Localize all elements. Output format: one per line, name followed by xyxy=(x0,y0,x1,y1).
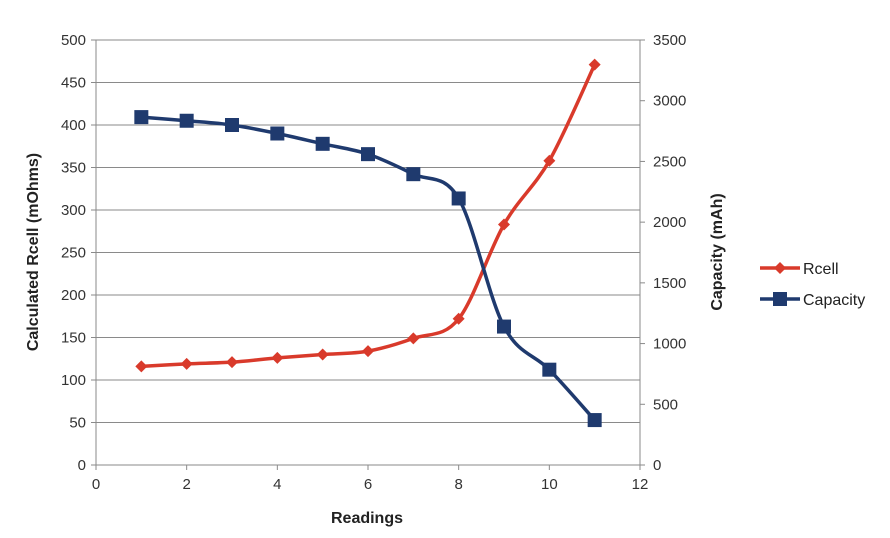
y-tick-label: 250 xyxy=(61,245,86,262)
rcell-data-point xyxy=(316,348,329,361)
capacity-data-point xyxy=(361,147,375,162)
y2-tick-label: 3500 xyxy=(653,32,686,49)
rcell-data-point xyxy=(588,58,601,71)
x-axis-title: Readings xyxy=(331,510,403,527)
capacity-data-point xyxy=(406,167,421,182)
series-layer xyxy=(134,58,602,428)
x-tick-label: 6 xyxy=(364,476,372,493)
rcell-data-point xyxy=(180,357,193,370)
capacity-data-point xyxy=(225,118,239,132)
capacity-data-point xyxy=(587,413,602,428)
y-tick-label: 200 xyxy=(61,287,86,304)
y2-tick-label: 500 xyxy=(653,396,678,413)
y-axis-title: Calculated Rcell (mOhms) xyxy=(25,153,42,351)
x-tick-label: 10 xyxy=(541,476,558,493)
x-axis-tick-labels: 0 2 4 6 8 10 12 xyxy=(92,476,649,493)
y2-axis-tick-labels: 0 500 1000 1500 2000 2500 3000 3500 xyxy=(653,32,686,474)
capacity-data-point xyxy=(134,110,149,125)
legend: Rcell Capacity xyxy=(760,261,865,309)
capacity-data-point xyxy=(497,319,511,334)
y2-tick-label: 2000 xyxy=(653,214,686,231)
capacity-data-point xyxy=(315,136,330,151)
capacity-data-point xyxy=(179,113,194,128)
rcell-data-point xyxy=(226,356,238,369)
y-tick-label: 500 xyxy=(61,32,86,49)
legend-marker-rcell xyxy=(774,262,786,274)
rcell-data-point xyxy=(135,360,148,373)
x-tick-label: 0 xyxy=(92,476,100,493)
capacity-series-line xyxy=(141,115,596,422)
x-tick-label: 8 xyxy=(454,476,462,493)
y2-tick-label: 0 xyxy=(653,457,661,474)
y2-tick-label: 1500 xyxy=(653,275,686,292)
y2-axis-title: Capacity (mAh) xyxy=(709,193,726,310)
x-tick-label: 2 xyxy=(182,476,190,493)
capacity-data-point xyxy=(451,191,466,206)
legend-label-capacity: Capacity xyxy=(803,292,865,309)
x-tick-label: 4 xyxy=(273,476,281,493)
legend-label-rcell: Rcell xyxy=(803,261,839,278)
axes xyxy=(91,39,645,470)
rcell-data-point xyxy=(407,332,420,345)
y2-tick-label: 1000 xyxy=(653,336,686,353)
y-tick-label: 300 xyxy=(61,202,86,219)
y-tick-label: 0 xyxy=(78,457,86,474)
rcell-series-line xyxy=(141,63,597,369)
y-tick-label: 350 xyxy=(61,160,86,177)
y-axis-tick-labels: 0 50 100 150 200 250 300 350 400 450 500 xyxy=(61,32,86,474)
y2-tick-label: 3000 xyxy=(653,93,686,110)
capacity-data-point xyxy=(270,126,285,141)
gridlines xyxy=(96,39,640,466)
y-tick-label: 150 xyxy=(61,330,86,347)
y-tick-label: 450 xyxy=(61,75,86,92)
capacity-data-point xyxy=(542,362,557,377)
y-tick-label: 100 xyxy=(61,372,86,389)
y2-tick-label: 2500 xyxy=(653,153,686,170)
rcell-data-point xyxy=(543,154,556,167)
y-tick-label: 400 xyxy=(61,117,86,134)
rcell-data-point xyxy=(362,345,374,358)
y-tick-label: 50 xyxy=(69,415,86,432)
rcell-data-point xyxy=(498,218,510,231)
legend-marker-capacity xyxy=(773,292,787,306)
x-tick-label: 12 xyxy=(632,476,649,493)
rcell-data-point xyxy=(452,312,465,325)
rcell-data-point xyxy=(271,351,284,364)
